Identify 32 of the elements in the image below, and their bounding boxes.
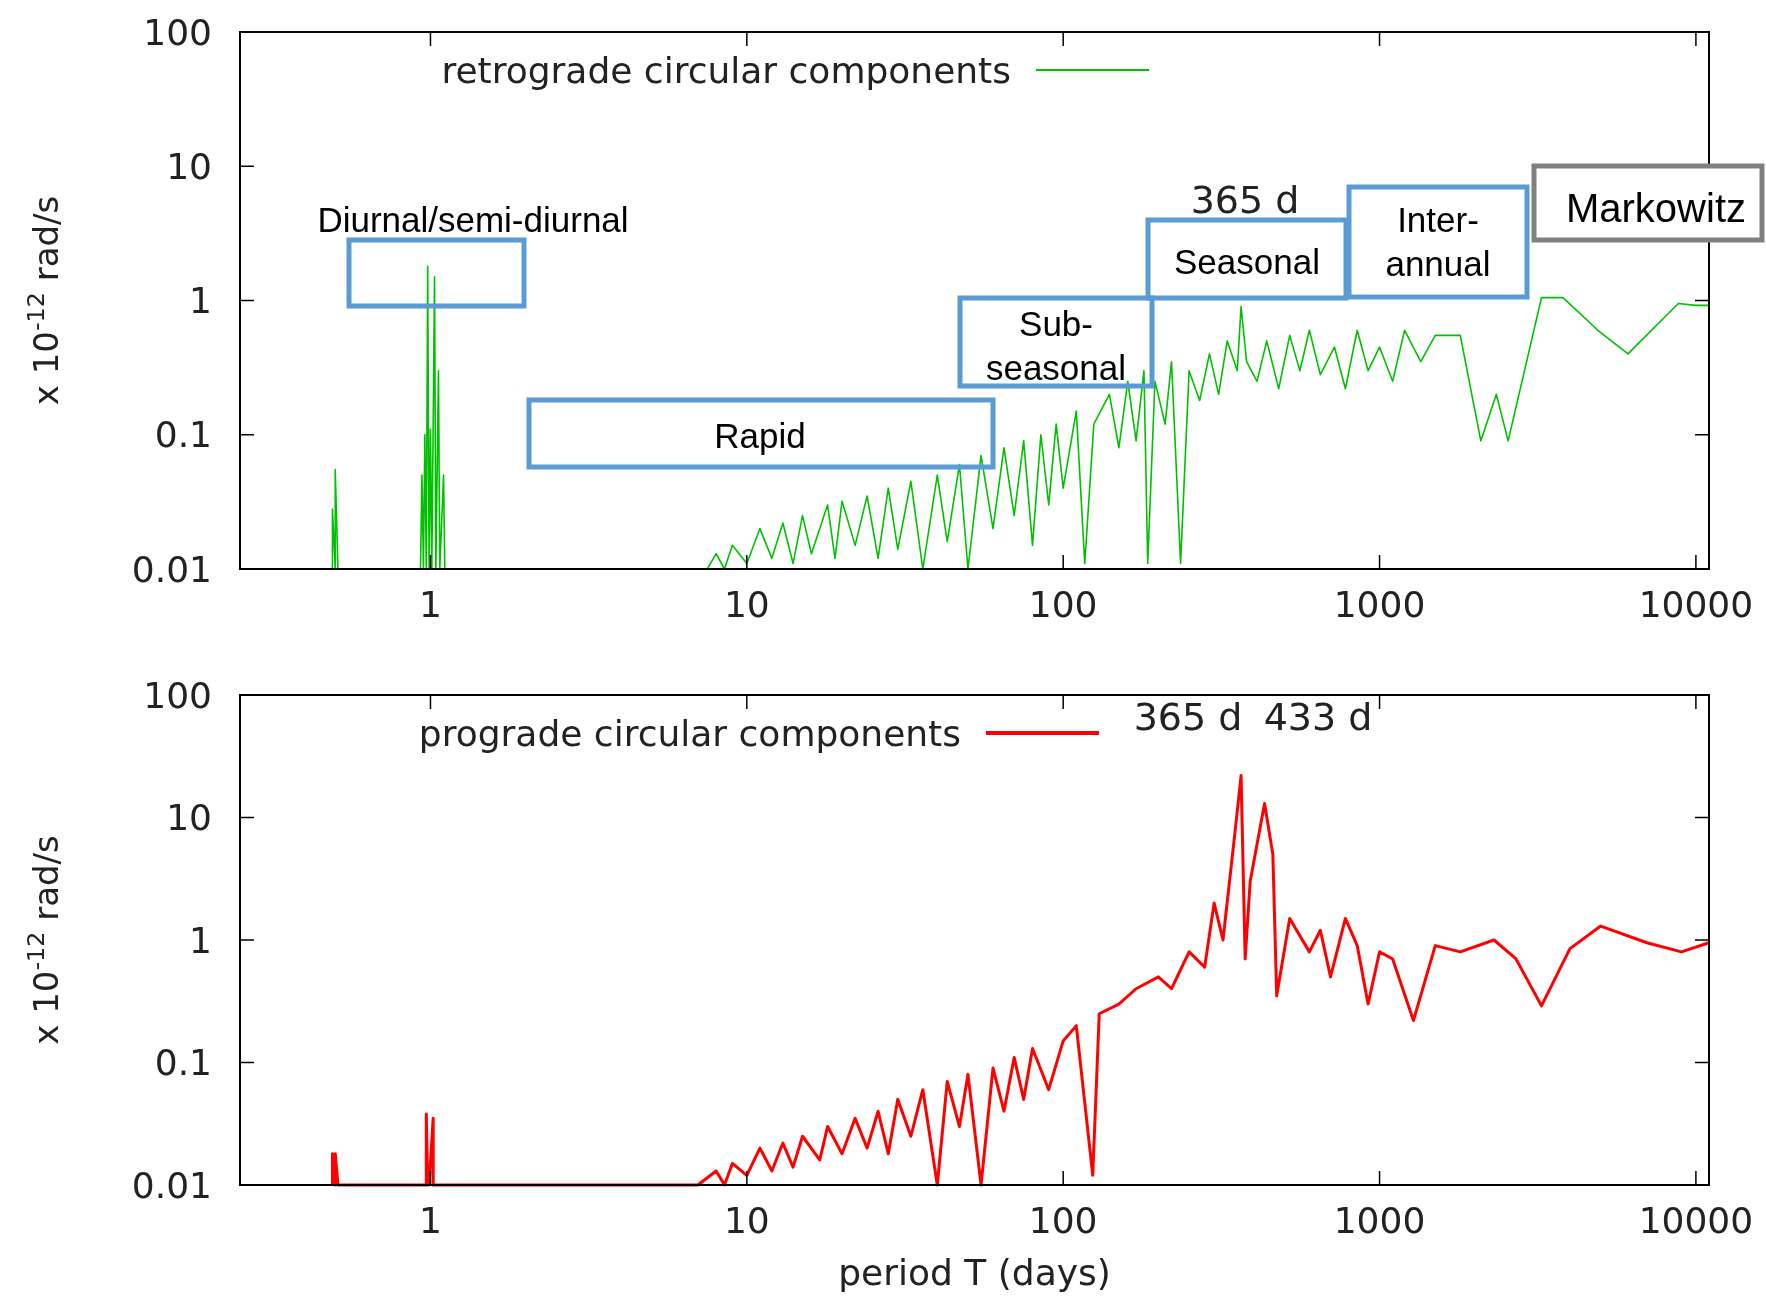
annotation: 433 d [1263, 695, 1373, 740]
x-tick-label: 100 [1028, 584, 1098, 625]
y-tick-label: 100 [143, 674, 212, 716]
annotation: Sub-seasonal [985, 304, 1127, 388]
legend-label: prograde circular components [418, 712, 961, 754]
y-tick-label: 100 [143, 11, 212, 53]
annotation: Diurnal/semi-diurnal [317, 200, 629, 240]
annotation: 365 d [1133, 695, 1243, 740]
annotation: Markowitz [1565, 186, 1747, 230]
y-tick-label: 0.01 [131, 548, 212, 590]
x-tick-label: 10000 [1638, 584, 1754, 625]
x-tick-label: 1000 [1333, 584, 1426, 625]
x-tick-label: 10000 [1638, 1200, 1754, 1241]
annotation: 365 d [1190, 178, 1300, 223]
x-tick-label: 10 [723, 584, 770, 625]
legend-label: retrograde circular components [441, 49, 1011, 91]
y-tick-label: 0.1 [154, 1042, 212, 1084]
x-axis-title: period T (days) [838, 1252, 1111, 1293]
y-tick-label: 10 [166, 145, 212, 187]
x-tick-label: 1 [419, 1200, 442, 1241]
y-tick-label: 0.1 [154, 414, 212, 456]
x-tick-label: 10 [723, 1200, 770, 1241]
y-tick-label: 1 [189, 919, 212, 961]
x-tick-label: 1 [419, 584, 442, 625]
x-tick-label: 1000 [1333, 1200, 1426, 1241]
y-tick-label: 1 [189, 280, 212, 322]
y-tick-label: 10 [166, 797, 212, 839]
annotation: Seasonal [1174, 242, 1320, 282]
annotation: Inter-annual [1385, 200, 1491, 284]
x-tick-label: 100 [1028, 1200, 1098, 1241]
y-tick-label: 0.01 [131, 1164, 212, 1206]
annotation: Rapid [714, 416, 806, 456]
